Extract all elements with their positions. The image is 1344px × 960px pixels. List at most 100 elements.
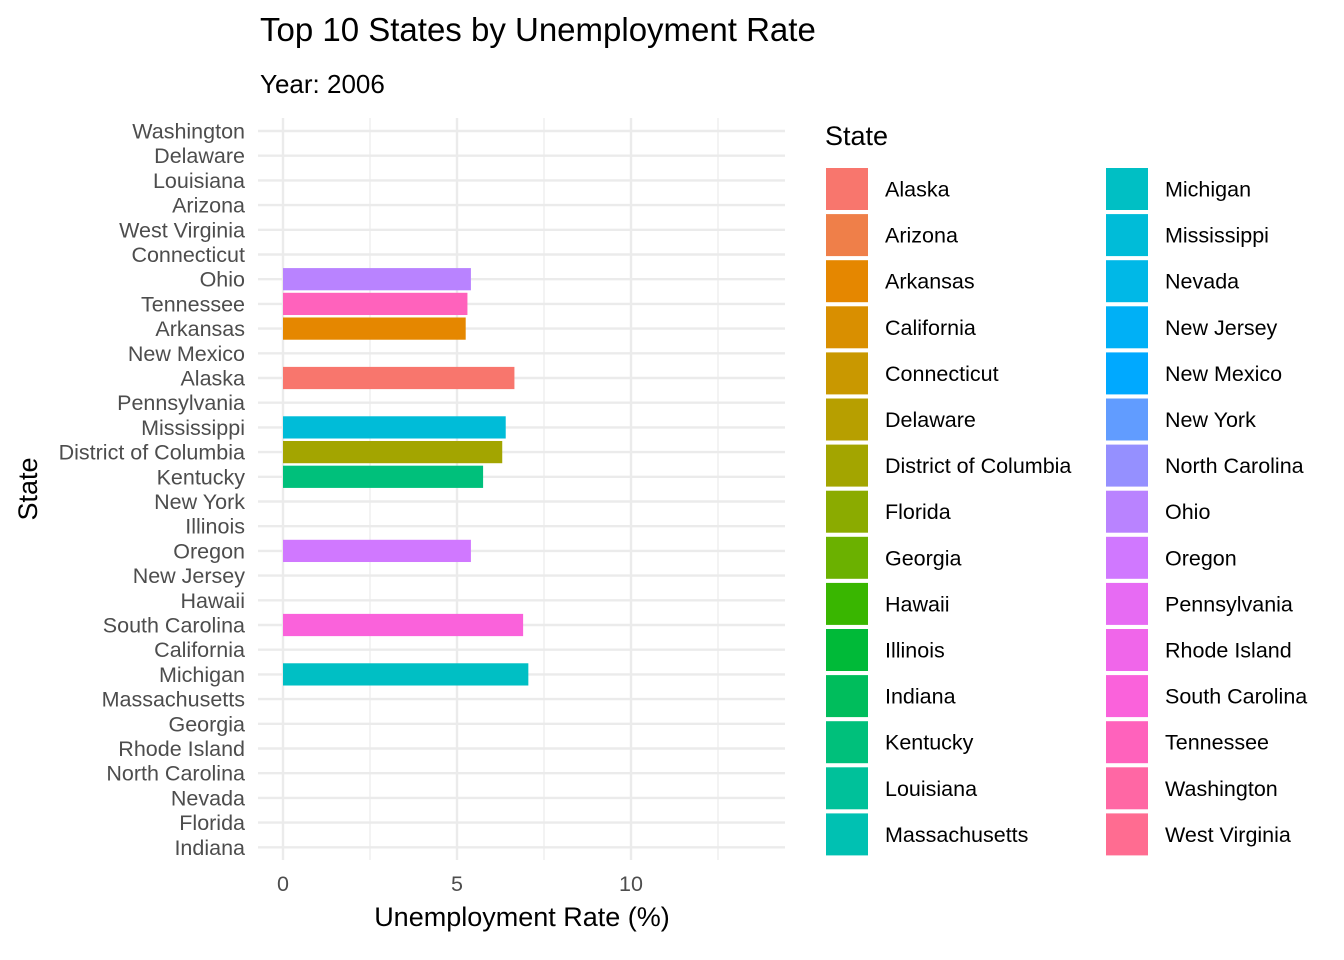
legend-key-washington <box>1106 767 1148 810</box>
legend-label-south-carolina: South Carolina <box>1165 685 1307 709</box>
legend-key-new-york <box>1106 398 1148 441</box>
y-axis-label: State <box>13 457 43 520</box>
legend-label-new-york: New York <box>1165 408 1256 432</box>
legend-label-georgia: Georgia <box>885 546 962 570</box>
chart-subtitle: Year: 2006 <box>260 69 385 99</box>
legend-title: State <box>825 121 888 151</box>
legend-key-alaska <box>826 168 868 210</box>
legend-key-mississippi <box>1106 214 1148 257</box>
y-tick-label-new-york: New York <box>154 490 245 514</box>
y-tick-label-alaska: Alaska <box>180 367 245 391</box>
y-tick-label-louisiana: Louisiana <box>153 169 245 193</box>
legend-label-north-carolina: North Carolina <box>1165 454 1304 478</box>
bar-michigan <box>283 663 529 686</box>
y-tick-label-ohio: Ohio <box>200 268 245 292</box>
bar-kentucky <box>283 465 484 488</box>
legend-label-mississippi: Mississippi <box>1165 224 1269 248</box>
bar-district-of-columbia <box>283 440 503 464</box>
legend-key-connecticut <box>826 352 868 395</box>
legend-label-district-of-columbia: District of Columbia <box>885 454 1071 478</box>
legend-key-florida <box>826 490 868 533</box>
legend-key-louisiana <box>826 767 868 810</box>
legend-key-massachusetts <box>826 813 868 856</box>
legend-label-arkansas: Arkansas <box>885 270 975 294</box>
y-tick-label-tennessee: Tennessee <box>141 292 245 316</box>
y-tick-label-mississippi: Mississippi <box>141 416 245 440</box>
legend-label-nevada: Nevada <box>1165 270 1239 294</box>
legend-label-new-mexico: New Mexico <box>1165 362 1282 386</box>
legend-label-washington: Washington <box>1165 777 1278 801</box>
bar-alaska <box>283 366 515 390</box>
legend-key-delaware <box>826 398 868 441</box>
legend-key-indiana <box>826 675 868 718</box>
y-tick-label-arizona: Arizona <box>172 194 245 218</box>
y-tick-label-hawaii: Hawaii <box>180 589 245 613</box>
y-tick-label-delaware: Delaware <box>154 144 245 168</box>
legend-label-alaska: Alaska <box>885 178 950 202</box>
bar-mississippi <box>283 416 506 439</box>
grid-lines <box>258 118 785 860</box>
y-tick-label-south-carolina: South Carolina <box>103 614 245 638</box>
legend-label-hawaii: Hawaii <box>885 592 950 616</box>
x-tick-label: 0 <box>277 872 289 896</box>
y-tick-label-west-virginia: West Virginia <box>119 218 245 242</box>
legend-label-california: California <box>885 316 976 340</box>
legend-label-new-jersey: New Jersey <box>1165 316 1278 340</box>
legend-label-delaware: Delaware <box>885 408 976 432</box>
y-tick-label-nevada: Nevada <box>171 786 245 810</box>
y-tick-label-california: California <box>154 638 245 662</box>
legend-key-rhode-island <box>1106 629 1148 671</box>
legend-key-arkansas <box>826 260 868 303</box>
bars <box>283 268 529 686</box>
y-tick-label-kentucky: Kentucky <box>157 465 246 489</box>
legend-key-oregon <box>1106 536 1148 579</box>
legend-key-kentucky <box>826 721 868 764</box>
y-tick-label-rhode-island: Rhode Island <box>118 737 245 761</box>
legend-key-georgia <box>826 536 868 579</box>
legend-key-michigan <box>1106 168 1148 210</box>
y-tick-label-illinois: Illinois <box>185 515 245 539</box>
legend-key-north-carolina <box>1106 444 1148 487</box>
bar-ohio <box>283 268 471 291</box>
y-tick-label-new-mexico: New Mexico <box>128 342 245 366</box>
legend-key-new-jersey <box>1106 306 1148 349</box>
y-tick-label-georgia: Georgia <box>169 712 246 736</box>
y-tick-label-new-jersey: New Jersey <box>133 564 246 588</box>
y-tick-label-washington: Washington <box>132 120 245 144</box>
bar-oregon <box>283 539 471 563</box>
legend-label-arizona: Arizona <box>885 224 958 248</box>
legend-key-illinois <box>826 629 868 671</box>
y-tick-label-district-of-columbia: District of Columbia <box>59 441 245 465</box>
chart-title: Top 10 States by Unemployment Rate <box>260 11 816 48</box>
legend-key-ohio <box>1106 490 1148 533</box>
y-tick-label-florida: Florida <box>179 811 245 835</box>
bar-arkansas <box>283 317 466 340</box>
legend-key-nevada <box>1106 260 1148 303</box>
legend-label-florida: Florida <box>885 500 951 524</box>
y-tick-label-arkansas: Arkansas <box>155 317 245 341</box>
bar-tennessee <box>283 292 468 316</box>
legend-label-pennsylvania: Pennsylvania <box>1165 592 1293 616</box>
legend-label-connecticut: Connecticut <box>885 362 999 386</box>
legend: Alaska Arizona Arkansas California Connectic… <box>826 168 1307 856</box>
legend-label-ohio: Ohio <box>1165 500 1210 524</box>
legend-key-new-mexico <box>1106 352 1148 395</box>
x-tick-label: 5 <box>451 872 463 896</box>
legend-key-west-virginia <box>1106 813 1148 856</box>
legend-label-rhode-island: Rhode Island <box>1165 639 1292 663</box>
y-tick-label-michigan: Michigan <box>159 663 245 687</box>
legend-label-oregon: Oregon <box>1165 546 1237 570</box>
legend-label-massachusetts: Massachusetts <box>885 823 1028 847</box>
x-axis-tick-labels: 0 5 10 <box>277 872 643 896</box>
bar-south-carolina <box>283 613 524 637</box>
legend-key-south-carolina <box>1106 675 1148 718</box>
legend-key-california <box>826 306 868 349</box>
legend-label-michigan: Michigan <box>1165 178 1251 202</box>
x-tick-label: 10 <box>619 872 643 896</box>
legend-label-kentucky: Kentucky <box>885 731 974 755</box>
legend-label-tennessee: Tennessee <box>1165 731 1269 755</box>
legend-key-tennessee <box>1106 721 1148 764</box>
y-tick-label-north-carolina: North Carolina <box>106 762 245 786</box>
